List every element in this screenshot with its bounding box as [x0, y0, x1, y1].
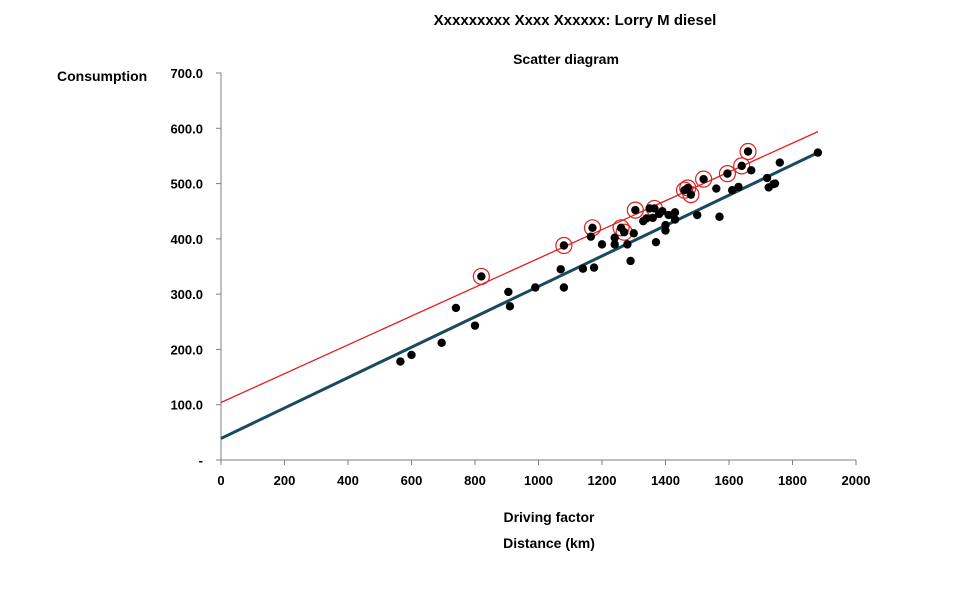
data-points [396, 147, 823, 366]
chart-subtitle: Scatter diagram [513, 51, 619, 67]
data-point [477, 272, 486, 281]
data-point [610, 240, 619, 249]
highlight-ring [612, 219, 630, 237]
data-point [670, 208, 680, 217]
data-point [737, 161, 746, 171]
data-point [648, 213, 657, 223]
x-tick-label: 1000 [524, 473, 553, 488]
data-point [631, 205, 640, 215]
data-point [727, 186, 737, 195]
trend-lines [220, 131, 819, 440]
x-tick-label: 0 [217, 473, 224, 488]
x-tick-label: 1800 [778, 473, 807, 488]
y-tick-label: 600.0 [170, 121, 203, 136]
y-tick-label: 100.0 [170, 398, 203, 413]
y-tick-label: - [199, 453, 203, 468]
highlight-ring [694, 170, 713, 188]
x-tick-label: 200 [274, 473, 296, 488]
x-tick-label: 1600 [715, 473, 744, 488]
data-point [670, 215, 680, 224]
y-tick-label: 500.0 [170, 177, 203, 192]
data-point [658, 207, 667, 216]
data-point [556, 265, 565, 274]
data-point [588, 223, 597, 232]
data-point [578, 264, 588, 273]
fit-line [220, 151, 819, 440]
x-tick-label: 1400 [651, 473, 680, 488]
data-point [734, 182, 743, 192]
data-point [626, 256, 635, 266]
data-point [664, 210, 673, 220]
x-axis-label: Driving factor [503, 509, 595, 525]
data-point [661, 226, 670, 235]
highlight-ring [718, 165, 737, 183]
data-point [723, 169, 732, 178]
highlight-ring [626, 201, 644, 219]
highlight-ring [675, 181, 694, 199]
highlight-ring [733, 157, 751, 175]
y-axis-label: Consumption [57, 68, 148, 84]
chart-title: Xxxxxxxxx Xxxx Xxxxxx: Lorry M diesel [433, 12, 717, 29]
data-point [451, 303, 461, 313]
data-point [597, 240, 607, 249]
x-tick-label: 2000 [842, 473, 871, 488]
data-point [650, 204, 659, 213]
data-point [437, 338, 446, 347]
data-point [396, 357, 405, 366]
data-point [610, 233, 619, 242]
data-point [770, 179, 780, 188]
data-point [589, 263, 599, 272]
x-tick-label: 1200 [588, 473, 617, 488]
data-point [629, 229, 638, 238]
data-point [686, 190, 696, 199]
axes: - 100.0 200.0 300.0 400.0 500.0 600.0 700.0 0 200… [170, 66, 870, 488]
x-axis-secondary-label: Distance (km) [503, 535, 595, 551]
data-point [586, 232, 596, 241]
data-point [747, 166, 756, 175]
data-point [504, 287, 513, 297]
upper-line [220, 131, 819, 404]
data-point [642, 214, 651, 223]
y-tick-label: 200.0 [170, 342, 203, 357]
data-point [407, 350, 416, 360]
data-point [559, 283, 569, 292]
data-point [683, 183, 692, 193]
data-point [531, 283, 540, 292]
highlight-ring [739, 142, 757, 161]
x-tick-label: 400 [337, 473, 359, 488]
highlight-ring [555, 236, 573, 255]
data-point [651, 237, 661, 247]
highlight-ring [472, 267, 490, 286]
data-point [623, 240, 632, 249]
highlight-rings [472, 142, 757, 286]
data-point [505, 302, 515, 311]
data-point [813, 148, 823, 157]
data-point [699, 174, 708, 184]
data-point [712, 184, 721, 193]
data-point [693, 210, 702, 220]
y-tick-label: 400.0 [170, 232, 203, 247]
y-tick-label: 300.0 [170, 287, 203, 302]
data-point [620, 228, 629, 237]
data-point [715, 212, 724, 221]
data-point [743, 147, 753, 156]
data-point [470, 321, 480, 330]
x-tick-label: 600 [401, 473, 423, 488]
x-tick-label: 800 [464, 473, 486, 488]
y-tick-label: 700.0 [170, 66, 203, 81]
data-point [762, 173, 772, 183]
data-point [559, 241, 569, 250]
data-point [775, 158, 784, 167]
